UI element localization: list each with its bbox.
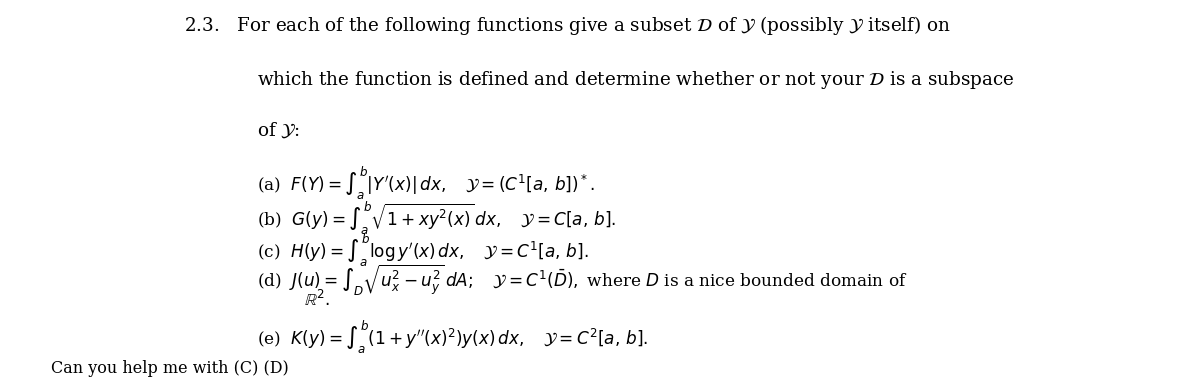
Text: 2.3.   For each of the following functions give a subset $\mathcal{D}$ of $\math: 2.3. For each of the following functions… [184, 14, 952, 37]
Text: (b)  $G(y) = \int_a^b \sqrt{1 + xy^2(x)}\, dx, \quad \mathcal{Y} = C[a,\, b].$: (b) $G(y) = \int_a^b \sqrt{1 + xy^2(x)}\… [257, 200, 617, 237]
Text: of $\mathcal{Y}$:: of $\mathcal{Y}$: [257, 120, 300, 140]
Text: Can you help me with (C) (D): Can you help me with (C) (D) [50, 360, 288, 377]
Text: (d)  $J(u) = \int_D \sqrt{u_x^2 - u_y^2}\, dA; \quad \mathcal{Y} = C^1(\bar{D}),: (d) $J(u) = \int_D \sqrt{u_x^2 - u_y^2}\… [257, 263, 907, 298]
Text: which the function is defined and determine whether or not your $\mathcal{D}$ is: which the function is defined and determ… [257, 69, 1015, 91]
Text: (c)  $H(y) = \int_a^b \log y^{\prime}(x)\, dx, \quad \mathcal{Y} = C^1[a,\, b].$: (c) $H(y) = \int_a^b \log y^{\prime}(x)\… [257, 231, 589, 268]
Text: $\mathbb{R}^2.$: $\mathbb{R}^2.$ [304, 290, 330, 310]
Text: (e)  $K(y) = \int_a^b (1 + y''(x)^2)y(x)\, dx, \quad \mathcal{Y} = C^2[a,\, b].$: (e) $K(y) = \int_a^b (1 + y''(x)^2)y(x)\… [257, 319, 649, 356]
Text: (a)  $F(Y) = \int_a^b |Y^{\prime}(x)|\, dx, \quad \mathcal{Y} = (C^1[a,\, b])^*.: (a) $F(Y) = \int_a^b |Y^{\prime}(x)|\, d… [257, 165, 595, 202]
